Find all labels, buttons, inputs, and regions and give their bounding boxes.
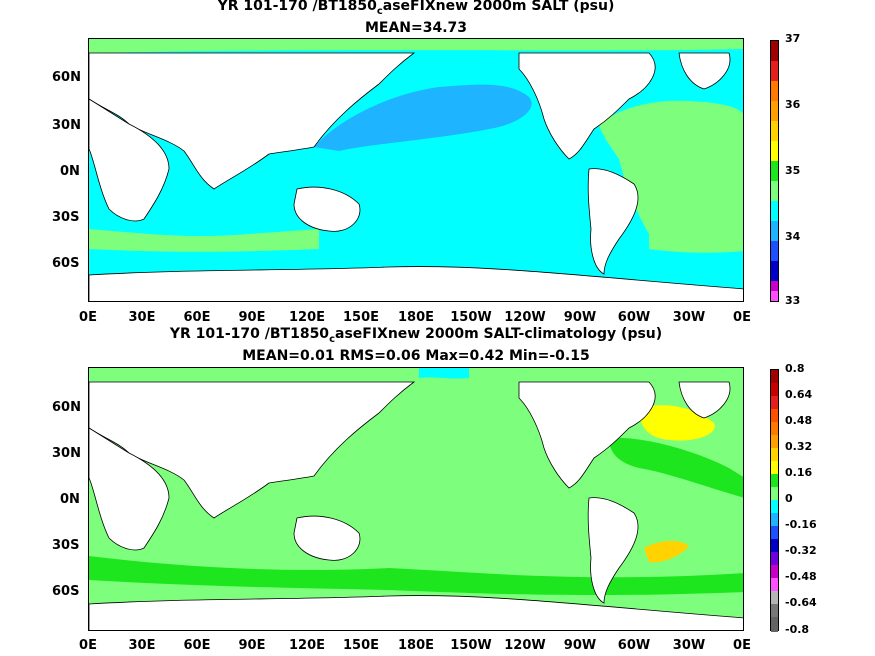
bottom-title-prefix: YR 101-170 /BT1850 — [169, 326, 330, 342]
top-map-title: YR 101-170 /BT1850caseFIXnew 2000m SALT … — [88, 0, 744, 17]
top-lon-label: 120W — [504, 310, 546, 325]
top-map-frame — [88, 38, 744, 302]
bottom-colorbar-label: 0.8 — [785, 362, 805, 375]
top-lon-label: 150E — [342, 310, 380, 325]
africa-land — [89, 98, 170, 222]
top-lon-label: 0E — [733, 310, 751, 325]
bottom-lon-label: 120W — [504, 638, 546, 653]
bottom-lon-label: 90W — [563, 638, 597, 653]
southern-band-green — [89, 229, 319, 252]
bottom-lon-label: 150E — [342, 638, 380, 653]
arctic-green — [89, 39, 743, 53]
africa-land — [89, 427, 170, 551]
bottom-anomaly-map — [89, 368, 743, 630]
bottom-lat-label-0n: 0N — [60, 492, 80, 507]
bottom-map-title: YR 101-170 /BT1850caseFIXnew 2000m SALT-… — [88, 326, 744, 345]
north-pacific-low-salinity — [314, 84, 532, 151]
australia-land — [293, 186, 361, 232]
bottom-colorbar-label: -0.8 — [785, 623, 810, 636]
bottom-title-suffix: aseFIXnew 2000m SALT-climatology (psu) — [335, 326, 663, 342]
bottom-map-frame — [88, 367, 744, 631]
top-lat-label-60n: 60N — [52, 70, 81, 85]
bottom-colorbar-label: 0.64 — [785, 388, 813, 401]
top-lon-label: 90W — [563, 310, 597, 325]
bottom-lon-label: 30W — [672, 638, 706, 653]
bottom-colorbar-label: -0.48 — [785, 570, 817, 583]
bottom-lon-label: 60W — [617, 638, 651, 653]
greenland-land — [678, 52, 731, 90]
top-colorbar-label: 36 — [785, 98, 801, 111]
bottom-colorbar-label: -0.32 — [785, 544, 817, 557]
bottom-lon-label: 60E — [183, 638, 211, 653]
top-lat-label-30n: 30N — [52, 118, 81, 133]
top-title-sub: c — [376, 5, 383, 17]
bottom-title-sub: c — [329, 333, 335, 345]
top-colorbar-label: 33 — [785, 294, 801, 307]
top-title-suffix: aseFIXnew 2000m SALT (psu) — [382, 0, 615, 14]
top-lat-label-0n: 0N — [60, 164, 80, 179]
top-lat-label-30s: 30S — [52, 210, 80, 225]
top-lon-label: 90E — [238, 310, 266, 325]
north-america-land — [518, 381, 656, 489]
south-atlantic-yellow — [644, 540, 689, 563]
bottom-colorbar-label: 0.48 — [785, 414, 813, 427]
bottom-lat-label-30n: 30N — [52, 446, 81, 461]
bottom-lat-label-60s: 60S — [52, 584, 80, 599]
bottom-colorbar-label: -0.16 — [785, 518, 817, 531]
bottom-lon-label: 0E — [733, 638, 751, 653]
bottom-lon-label: 0E — [79, 638, 97, 653]
atlantic-south-green — [649, 226, 743, 253]
australia-land — [293, 515, 361, 561]
top-colorbar-label: 35 — [785, 164, 801, 177]
top-lat-label-60s: 60S — [52, 256, 80, 271]
antarctica-land — [89, 266, 743, 301]
top-colorbar-label: 34 — [785, 230, 801, 243]
top-colorbar — [770, 40, 779, 302]
bottom-map-subtitle: MEAN=0.01 RMS=0.06 Max=0.42 Min=-0.15 — [242, 348, 590, 364]
top-lon-label: 30E — [128, 310, 156, 325]
bottom-colorbar — [770, 369, 779, 632]
top-lon-label: 60W — [617, 310, 651, 325]
top-map-subtitle: MEAN=34.73 — [364, 20, 468, 36]
bottom-colorbar-label: -0.64 — [785, 596, 817, 609]
bottom-lat-label-30s: 30S — [52, 538, 80, 553]
bottom-lon-label: 90E — [238, 638, 266, 653]
top-lon-label: 180E — [397, 310, 435, 325]
bottom-lon-label: 30E — [128, 638, 156, 653]
top-lon-label: 150W — [450, 310, 492, 325]
bottom-colorbar-label: 0.32 — [785, 440, 813, 453]
south-america-land — [587, 168, 639, 275]
southern-band — [89, 556, 743, 596]
bottom-lat-label-60n: 60N — [52, 400, 81, 415]
cyan-patch — [419, 368, 469, 379]
top-lon-label: 0E — [79, 310, 97, 325]
south-america-land — [587, 497, 639, 604]
bottom-lon-label: 120E — [288, 638, 326, 653]
greenland-land — [678, 381, 731, 419]
bottom-lon-label: 150W — [450, 638, 492, 653]
gulf-stream — [609, 437, 743, 498]
north-america-land — [518, 52, 656, 160]
top-colorbar-label: 37 — [785, 32, 801, 45]
top-title-prefix: YR 101-170 /BT1850 — [217, 0, 377, 14]
bottom-lon-label: 180E — [397, 638, 435, 653]
top-lon-label: 60E — [183, 310, 211, 325]
bottom-colorbar-label: 0 — [785, 492, 793, 505]
top-lon-label: 120E — [288, 310, 326, 325]
top-lon-label: 30W — [672, 310, 706, 325]
antarctica-land — [89, 595, 743, 630]
bottom-colorbar-label: 0.16 — [785, 466, 813, 479]
top-salinity-map — [89, 39, 743, 301]
